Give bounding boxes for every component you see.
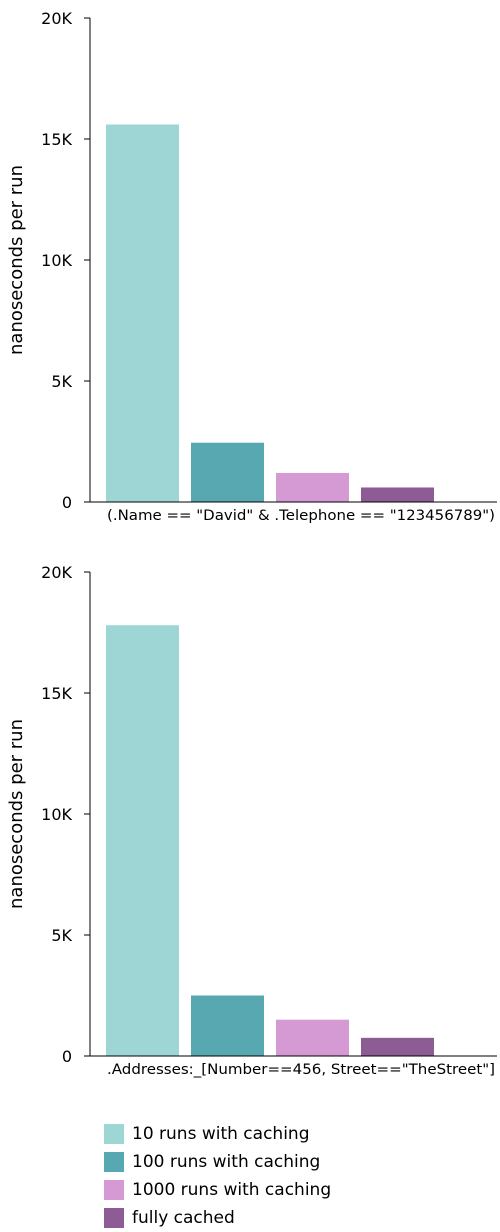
- y-axis-label: nanoseconds per run: [6, 165, 27, 355]
- charts-area: 0 5K 10K 15K 20K nanoseconds per run (.Name ==…: [6, 9, 497, 1078]
- y-tick-label: 5K: [51, 926, 72, 945]
- category-label: .Addresses:_[Number==456, Street=="TheSt…: [107, 1062, 495, 1078]
- legend-label-10-runs: 10 runs with caching: [132, 1124, 310, 1144]
- bar-4: [361, 1037, 434, 1056]
- legend-item-10-runs: 10 runs with caching: [104, 1120, 494, 1148]
- bar-1: [106, 124, 179, 502]
- y-tick-label: 15K: [41, 130, 72, 149]
- legend-item-1000-runs: 1000 runs with caching: [104, 1176, 494, 1204]
- y-tick-label: 15K: [41, 684, 72, 703]
- y-tick-label: 20K: [41, 563, 72, 582]
- legend-swatch-1000-runs: [104, 1180, 124, 1200]
- y-tick-label: 5K: [51, 372, 72, 391]
- bar-4: [361, 487, 434, 502]
- category-label: (.Name == "David" & .Telephone == "12345…: [107, 508, 495, 524]
- bar-2: [191, 995, 264, 1056]
- legend-swatch-fully-cached: [104, 1208, 124, 1228]
- bar-3: [276, 1019, 349, 1056]
- legend-swatch-10-runs: [104, 1124, 124, 1144]
- legend-label-fully-cached: fully cached: [132, 1208, 235, 1228]
- legend-item-fully-cached: fully cached: [104, 1204, 494, 1232]
- chart-name-telephone-query: 0 5K 10K 15K 20K nanoseconds per run (.Name ==…: [6, 9, 497, 524]
- y-tick-label: 20K: [41, 9, 72, 28]
- bar-1: [106, 625, 179, 1056]
- y-tick-label: 10K: [41, 805, 72, 824]
- legend-swatch-100-runs: [104, 1152, 124, 1172]
- bar-3: [276, 472, 349, 502]
- y-tick-label: 0: [62, 1047, 72, 1066]
- chart-addresses-query: 0 5K 10K 15K 20K nanoseconds per run .Addresse…: [6, 563, 497, 1078]
- legend: 10 runs with caching 100 runs with cachi…: [104, 1120, 494, 1232]
- y-tick-label: 10K: [41, 251, 72, 270]
- legend-label-100-runs: 100 runs with caching: [132, 1152, 321, 1172]
- bar-2: [191, 442, 264, 502]
- legend-label-1000-runs: 1000 runs with caching: [132, 1180, 332, 1200]
- y-axis-label: nanoseconds per run: [6, 719, 27, 909]
- legend-item-100-runs: 100 runs with caching: [104, 1148, 494, 1176]
- y-tick-label: 0: [62, 493, 72, 512]
